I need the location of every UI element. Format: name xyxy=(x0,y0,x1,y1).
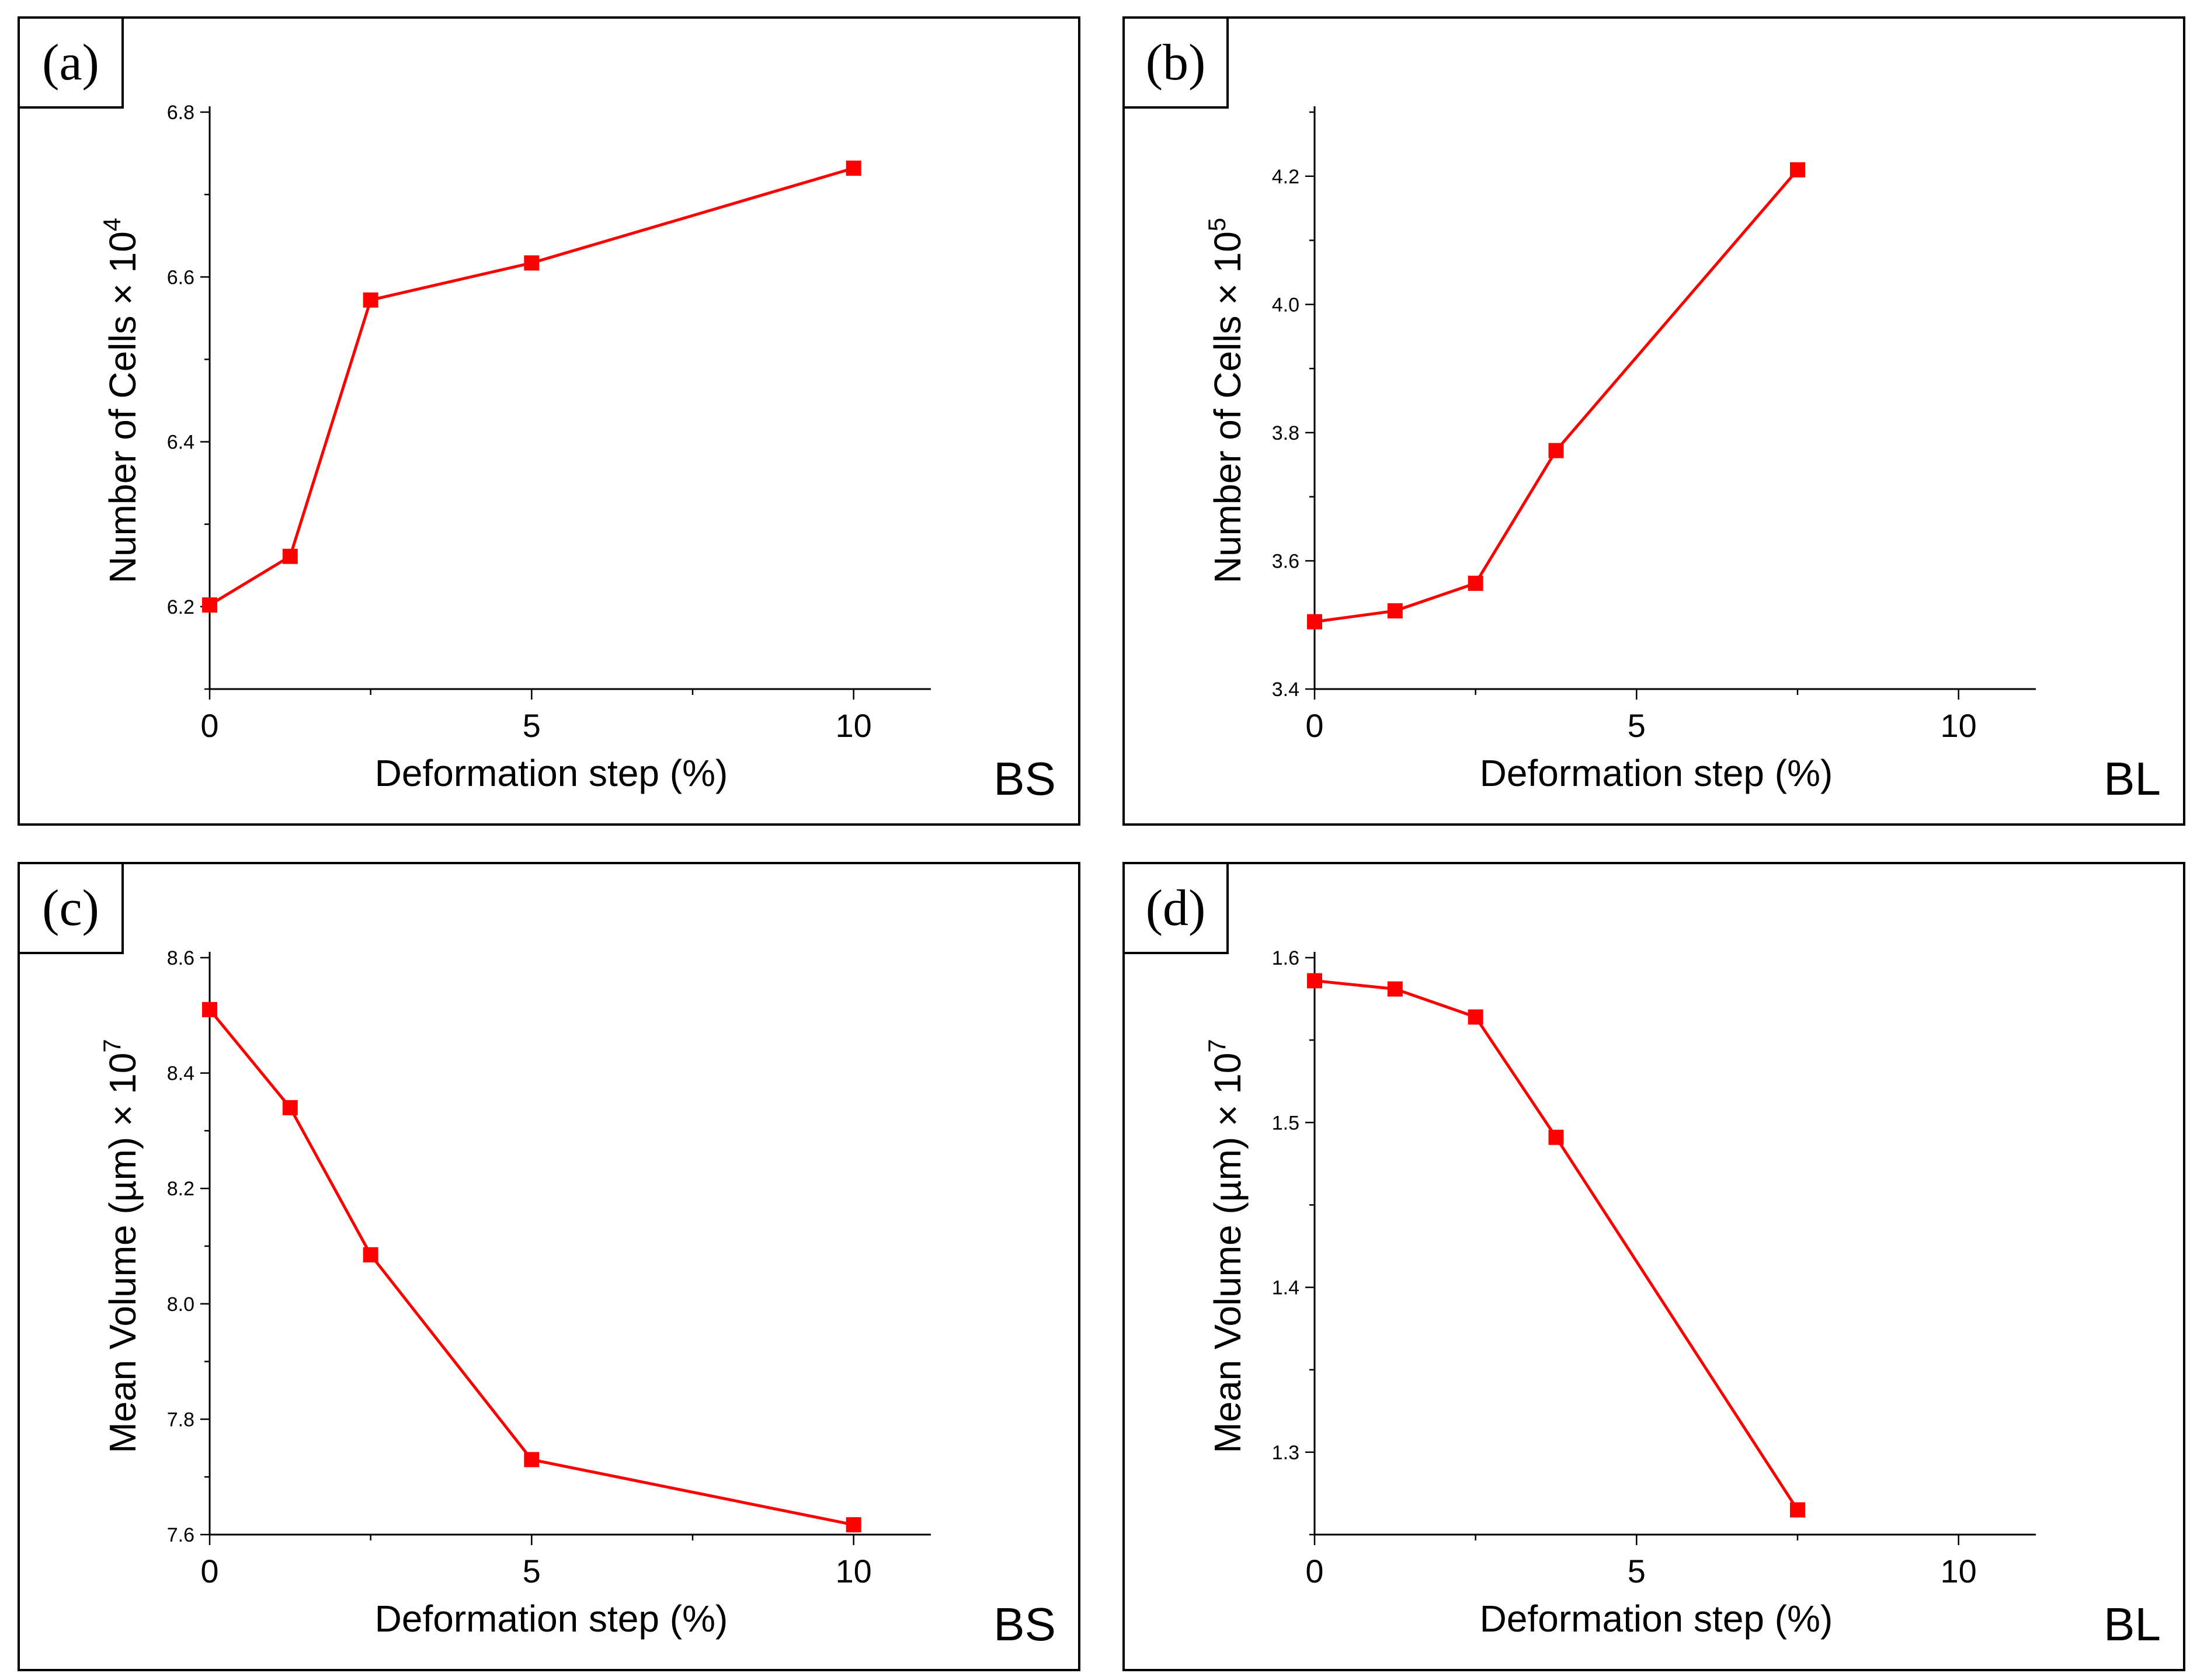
y-tick-label: 3.6 xyxy=(1272,550,1299,572)
y-axis-title: Number of Cells × 105 xyxy=(1203,218,1249,583)
data-point xyxy=(1548,1129,1564,1145)
x-axis-title: Deformation step (%) xyxy=(1480,752,1833,794)
y-tick-label: 1.3 xyxy=(1272,1442,1299,1464)
y-tick-label: 8.4 xyxy=(167,1063,194,1085)
y-axis-title-exponent: 7 xyxy=(98,1039,126,1052)
y-tick-label: 8.2 xyxy=(167,1178,194,1200)
x-axis-title: Deformation step (%) xyxy=(1480,1598,1833,1640)
y-tick-label: 3.4 xyxy=(1272,679,1299,701)
chart-plot-b: 3.4 3.6 3.8 4.0 4.2 0 5 10 Deformation step (%) N… xyxy=(1203,106,2036,794)
series-line xyxy=(208,1008,854,1526)
data-point xyxy=(846,160,861,176)
y-axis-title-exponent: 7 xyxy=(1203,1039,1230,1052)
x-tick-label: 10 xyxy=(1941,1553,1977,1589)
chart-panel-b: (b) BL 3.4 3.6 3.8 4.0 4.2 0 5 10 Deformation st… xyxy=(1122,16,2185,826)
data-point xyxy=(524,1452,540,1467)
data-point xyxy=(1790,1502,1806,1518)
data-point xyxy=(202,1001,217,1017)
data-point xyxy=(282,548,298,564)
x-tick-label: 0 xyxy=(200,1553,218,1589)
y-tick-label: 4.2 xyxy=(1272,166,1299,188)
series-line xyxy=(208,166,854,607)
y-tick-label: 6.2 xyxy=(167,596,194,618)
y-axis-title: Mean Volume (µm) × 107 xyxy=(98,1039,144,1453)
y-tick-label: 7.8 xyxy=(167,1408,194,1431)
y-tick-label: 1.6 xyxy=(1272,947,1299,969)
x-tick-label: 0 xyxy=(200,707,218,744)
x-tick-label: 0 xyxy=(1305,1553,1323,1589)
y-axis-title-exponent: 5 xyxy=(1203,218,1230,231)
x-tick-label: 5 xyxy=(1628,1553,1646,1589)
y-tick-label: 1.5 xyxy=(1272,1112,1299,1134)
data-point xyxy=(363,1247,378,1262)
y-axis-title-exponent: 4 xyxy=(98,218,126,231)
data-point xyxy=(202,597,217,613)
data-point xyxy=(1387,981,1403,997)
y-tick-label: 7.6 xyxy=(167,1524,194,1546)
chart-panel-a: (a) BS 6.2 6.4 6.6 6.8 0 5 10 Deformation step … xyxy=(18,16,1080,826)
x-axis-title: Deformation step (%) xyxy=(375,752,728,794)
y-tick-label: 8.0 xyxy=(167,1293,194,1316)
panel-label: (c) xyxy=(20,864,124,954)
chart-plot-c: 7.6 7.8 8.0 8.2 8.4 8.6 0 5 10 Deformation step (… xyxy=(98,947,931,1640)
y-tick-label: 6.4 xyxy=(167,432,194,454)
data-point xyxy=(1468,1009,1483,1025)
data-point xyxy=(846,1517,861,1533)
y-axis-title: Mean Volume (µm) × 107 xyxy=(1203,1039,1249,1453)
data-point xyxy=(1307,973,1322,989)
chart-panel-c: (c) BS 7.6 7.8 8.0 8.2 8.4 8.6 0 5 10 Deformation… xyxy=(18,862,1080,1671)
x-tick-label: 10 xyxy=(1941,707,1977,744)
data-point xyxy=(1790,162,1806,178)
x-tick-label: 0 xyxy=(1305,707,1323,744)
data-point xyxy=(1387,603,1403,619)
data-point xyxy=(1468,575,1483,591)
x-axis-title: Deformation step (%) xyxy=(375,1598,728,1640)
y-axis-title: Number of Cells × 104 xyxy=(98,218,144,583)
y-tick-label: 3.8 xyxy=(1272,422,1299,444)
sample-tag: BS xyxy=(993,753,1056,805)
chart-panel-d: (d) BL 1.3 1.4 1.5 1.6 0 5 10 Deformation step … xyxy=(1122,862,2185,1671)
chart-plot-d: 1.3 1.4 1.5 1.6 0 5 10 Deformation step (%) Mean… xyxy=(1203,947,2036,1640)
x-tick-label: 10 xyxy=(836,1553,872,1589)
y-tick-label: 8.6 xyxy=(167,947,194,969)
sample-tag: BS xyxy=(993,1598,1056,1650)
y-tick-label: 6.6 xyxy=(167,266,194,288)
panel-label: (d) xyxy=(1125,864,1229,954)
x-tick-label: 5 xyxy=(523,1553,541,1589)
sample-tag: BL xyxy=(2104,753,2161,805)
data-point xyxy=(524,255,540,271)
data-point xyxy=(282,1100,298,1115)
chart-plot-a: 6.2 6.4 6.6 6.8 0 5 10 Deformation step (%) Numb… xyxy=(98,102,931,794)
series-line xyxy=(1314,169,1799,624)
data-point xyxy=(363,292,378,308)
data-point xyxy=(1307,614,1322,629)
series-line xyxy=(1314,979,1799,1511)
x-tick-label: 10 xyxy=(836,707,872,744)
x-tick-label: 5 xyxy=(523,707,541,744)
panel-label: (a) xyxy=(20,19,124,109)
y-tick-label: 1.4 xyxy=(1272,1277,1299,1299)
y-tick-label: 6.8 xyxy=(167,102,194,124)
data-point xyxy=(1548,443,1564,458)
sample-tag: BL xyxy=(2104,1598,2161,1650)
y-tick-label: 4.0 xyxy=(1272,294,1299,316)
panel-label: (b) xyxy=(1125,19,1229,109)
x-tick-label: 5 xyxy=(1628,707,1646,744)
